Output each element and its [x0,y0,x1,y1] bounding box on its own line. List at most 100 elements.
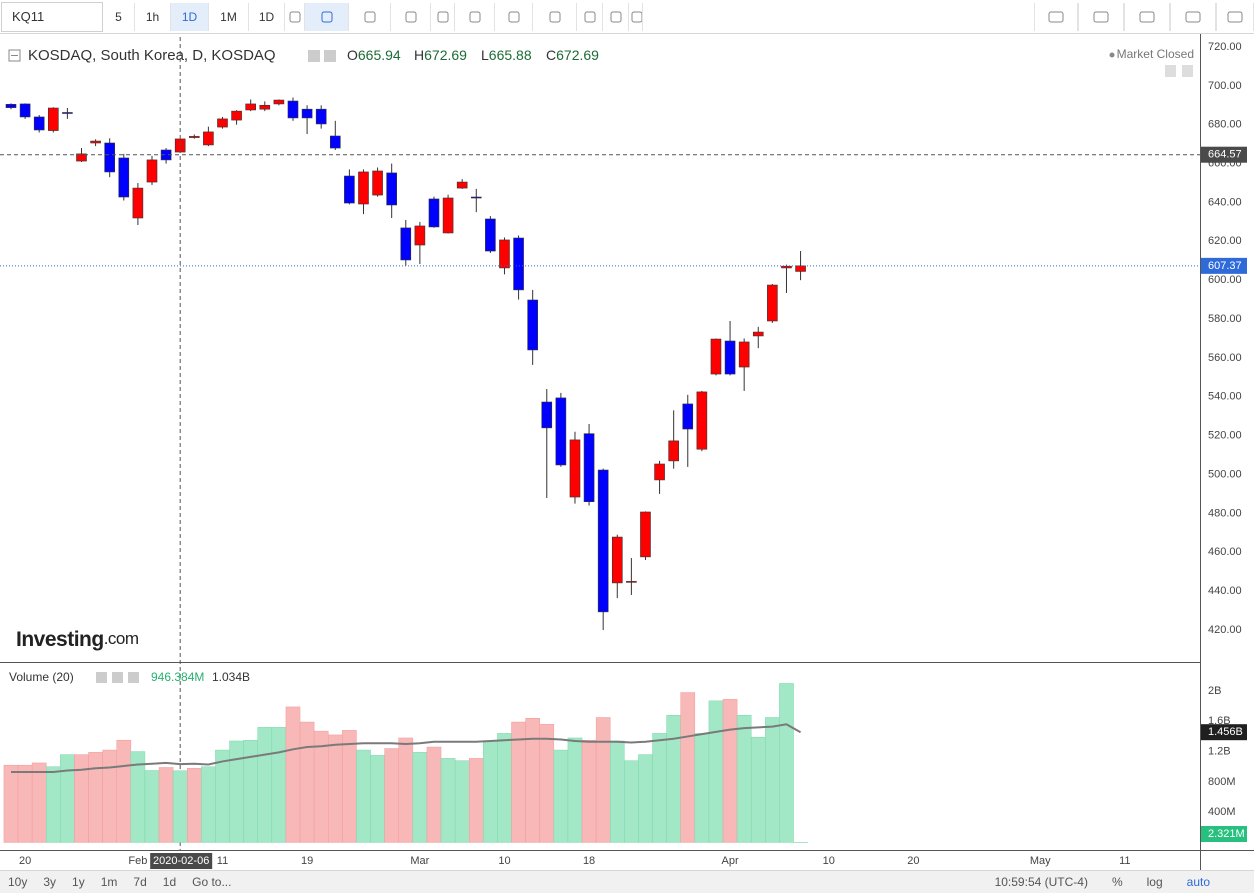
y-tick-label: 420.00 [1208,624,1242,636]
settings-button[interactable] [455,3,495,31]
save-button[interactable] [1170,3,1216,31]
icon [1046,9,1066,25]
blank-button[interactable] [629,3,643,31]
x-tick-label: 18 [583,855,595,867]
interval-button[interactable]: 1h [135,3,171,31]
interval-button[interactable]: 1D [171,3,209,31]
option-button[interactable]: log [1139,875,1171,889]
volume-bar [342,730,356,842]
volume-bar [638,755,652,843]
volume-bar [328,735,342,843]
ohlc-legend: O665.94 [347,47,401,63]
option-button[interactable]: auto [1179,875,1218,889]
range-button[interactable]: 10y [0,875,35,889]
candle-body [6,104,16,107]
fullscreen-button[interactable] [1216,3,1254,31]
undo-button[interactable] [577,3,603,31]
volume-bar [779,683,793,842]
candle-body [499,240,509,268]
y-tick-label: 580.00 [1208,313,1242,325]
volume-bar [4,765,18,842]
candle-body [429,199,439,227]
volume-bar [145,771,159,843]
y-tick-label: 620.00 [1208,235,1242,247]
redo-button[interactable] [603,3,629,31]
candle-body [344,176,354,203]
volume-value: 946.384M [151,670,204,684]
interval-button[interactable]: 5 [103,3,135,31]
volume-bar [371,755,385,842]
volume-bar [60,755,74,843]
candle-body [697,392,707,449]
range-button[interactable]: 1m [93,875,126,889]
icon-shape [290,12,300,22]
volume-eye[interactable] [96,672,107,683]
range-button[interactable]: 1d [155,875,184,889]
volume-close[interactable] [128,672,139,683]
pane-down[interactable] [1182,65,1193,77]
candle-body [91,141,101,143]
volume-bar [32,763,46,842]
range-button[interactable]: 3y [35,875,64,889]
last-price-label: 607.37 [1208,260,1242,272]
candle-body [373,171,383,195]
volume-bar [159,767,173,842]
icon-shape [1094,12,1108,22]
candle-body [711,339,721,374]
dropdown-button[interactable] [431,3,455,31]
indicator-button[interactable] [349,3,391,31]
candle-body [147,160,157,182]
camera-button[interactable] [1034,3,1078,31]
candle-body [796,266,806,272]
symbol-input[interactable]: KQ11 [1,2,103,32]
range-button[interactable]: 7d [125,875,154,889]
eye-icon[interactable] [308,50,320,62]
candle-type-button[interactable] [305,3,349,31]
bar-type-button[interactable] [391,3,431,31]
volume-bar [356,750,370,842]
volume-settings[interactable] [112,672,123,683]
x-tick-label: 20 [907,855,919,867]
volume-bar [18,765,32,842]
interval-button[interactable]: 1M [209,3,249,31]
y-tick-label: 600.00 [1208,274,1242,286]
candle-body [457,182,467,188]
volume-bar [272,727,286,842]
color-button[interactable] [1078,3,1124,31]
icon-shape [1228,12,1242,22]
y-tick-label: 800M [1208,776,1236,788]
y-tick-label: 440.00 [1208,585,1242,597]
volume-bar [751,737,765,842]
option-button[interactable]: % [1104,875,1131,889]
studies-button[interactable] [495,3,533,31]
dropdown-button[interactable] [285,3,305,31]
icon-shape [509,12,519,22]
compare-button[interactable] [533,3,577,31]
ohlc-letter: C [546,47,556,63]
volume-bar [653,733,667,842]
load-button[interactable] [1124,3,1170,31]
candle-body [274,100,284,104]
x-tick-label: 10 [498,855,510,867]
candle-body [232,111,242,120]
icon-shape [611,12,621,22]
icon [1225,9,1245,25]
interval-button[interactable]: 1D [249,3,285,31]
candle-body [105,143,115,172]
volume-bar [201,767,215,843]
volume-bar [554,750,568,842]
pane-up[interactable] [1165,65,1176,77]
y-tick-label: 540.00 [1208,391,1242,403]
range-button[interactable]: 1y [64,875,93,889]
volume-bar [300,722,314,842]
volume-bar [596,718,610,843]
y-tick-label: 2B [1208,685,1221,697]
settings-icon[interactable] [324,50,336,62]
candle-body [189,136,199,137]
candle-body [584,434,594,502]
volume-last-label: 2.321M [1208,828,1245,840]
volume-bar [46,767,60,843]
goto-button[interactable]: Go to... [184,875,239,889]
volume-bar [74,755,88,843]
